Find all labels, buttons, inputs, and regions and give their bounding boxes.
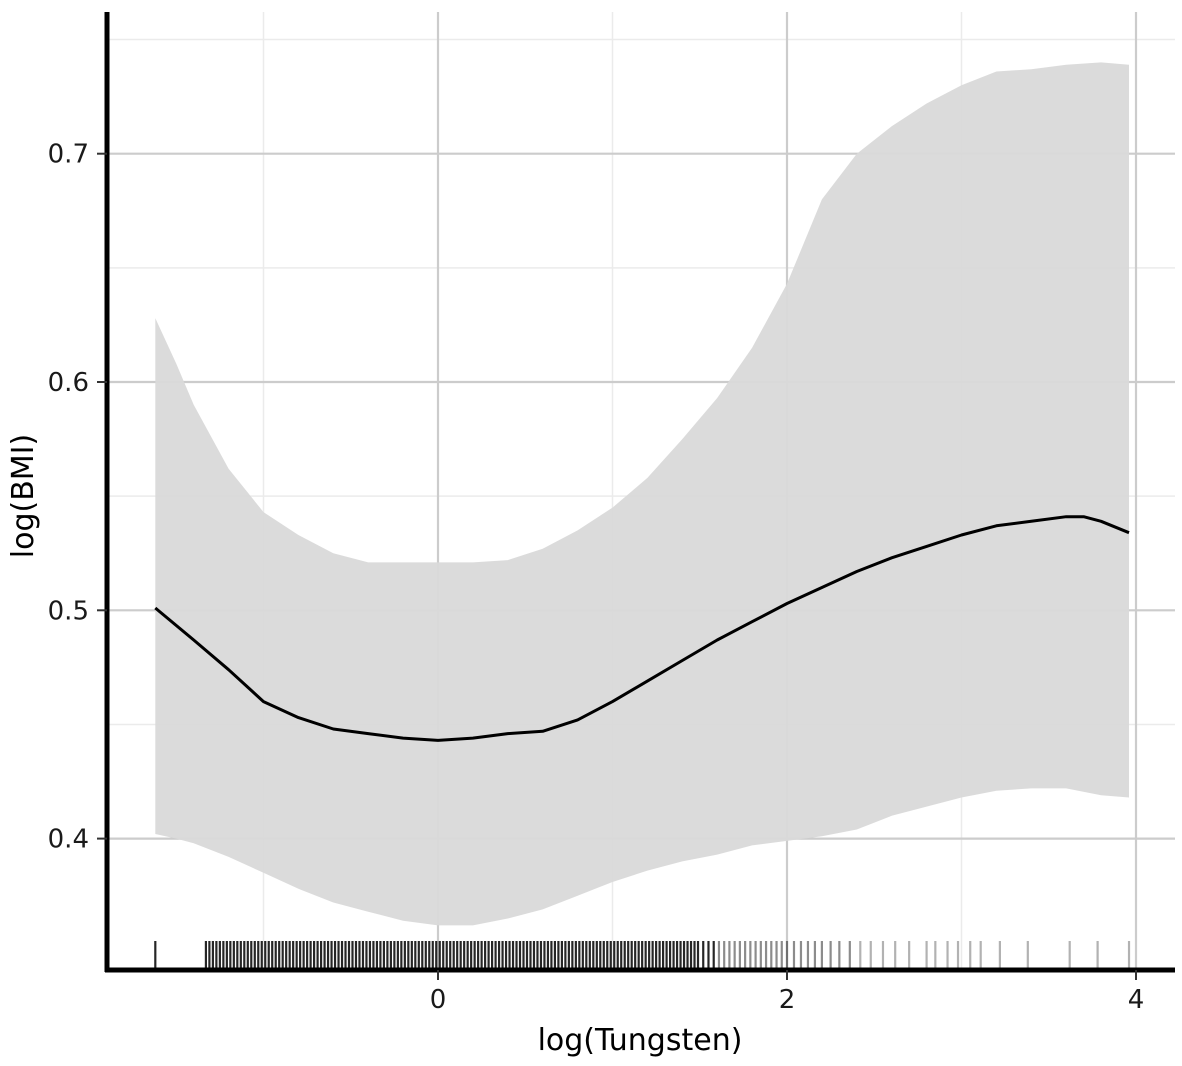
- smooth-line: [154, 515, 1130, 742]
- axes: [104, 12, 1175, 973]
- x-tick-label: 0: [430, 985, 447, 1015]
- confidence-band: [155, 62, 1130, 926]
- rug-marks: [154, 941, 1131, 968]
- x-tick-label: 4: [1128, 985, 1145, 1015]
- y-tick-label: 0.4: [48, 825, 89, 855]
- x-tick-label: 2: [779, 985, 796, 1015]
- y-tick-label: 0.5: [48, 596, 89, 626]
- y-tick-label: 0.7: [48, 140, 89, 170]
- x-axis-title: log(Tungsten): [538, 1023, 743, 1058]
- y-tick-label: 0.6: [48, 368, 89, 398]
- x-axis-ticks: 0 2 4: [430, 970, 1145, 1015]
- y-axis-title: log(BMI): [6, 434, 41, 558]
- y-axis-ticks: 0.4 0.5 0.6 0.7: [48, 140, 107, 855]
